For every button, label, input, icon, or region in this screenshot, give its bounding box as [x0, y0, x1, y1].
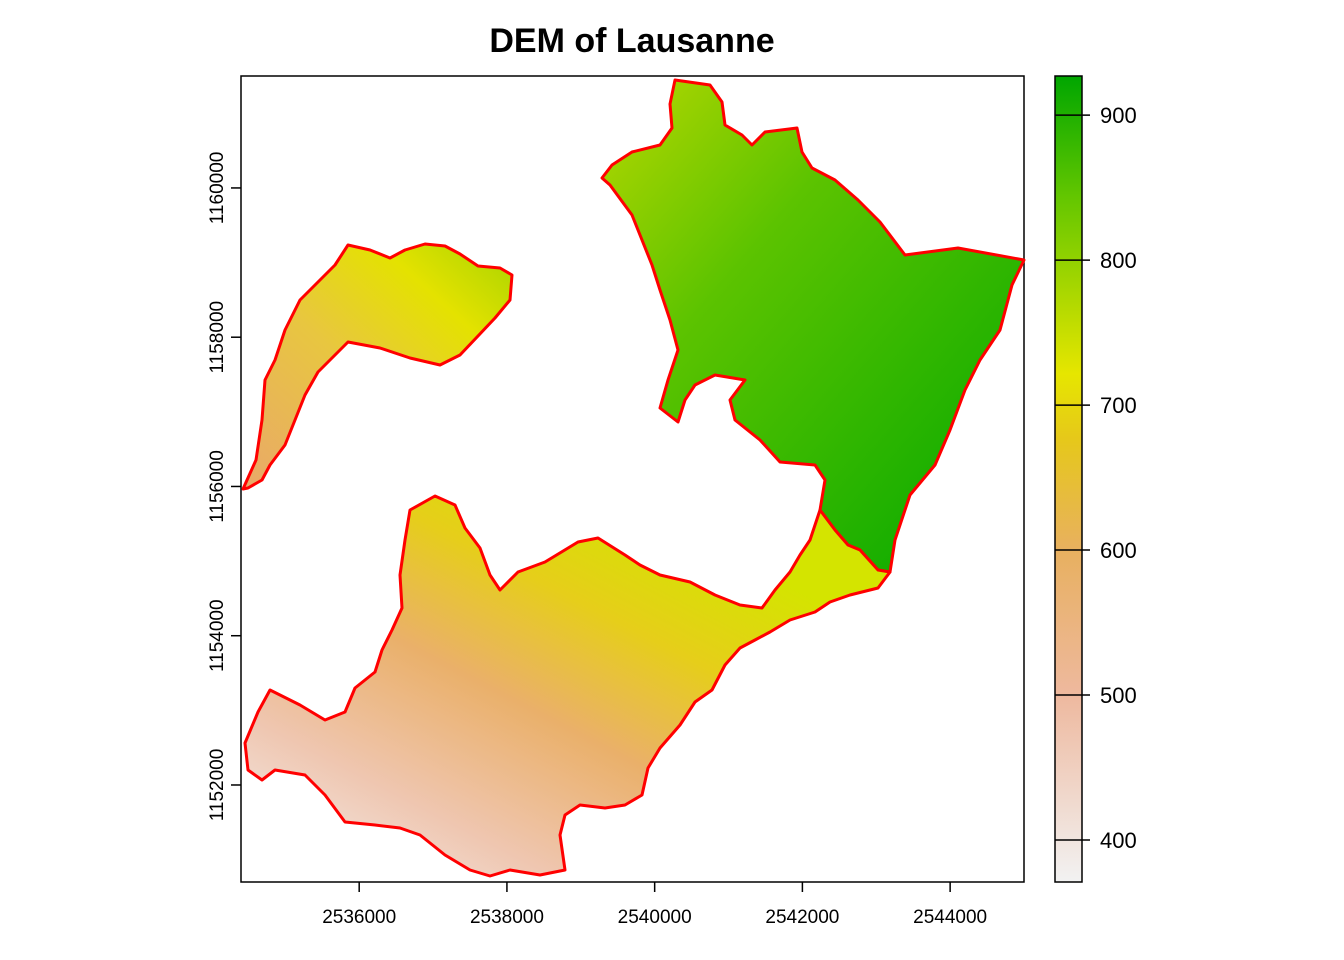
legend-label: 900 — [1100, 103, 1137, 128]
y-tick-label: 1156000 — [207, 450, 228, 523]
legend-colorbar — [1054, 75, 1083, 883]
legend-label: 600 — [1100, 538, 1137, 563]
plot-frame — [240, 75, 1025, 883]
region-northwest — [241, 242, 514, 491]
legend-label: 400 — [1100, 828, 1137, 853]
legend-label: 800 — [1100, 248, 1137, 273]
legend-label: 700 — [1100, 393, 1137, 418]
x-axis: 2536000 2538000 2540000 2542000 2544000 — [322, 882, 987, 928]
x-tick-label: 2540000 — [618, 907, 692, 928]
y-axis: 1152000 1154000 1156000 1158000 1160000 — [207, 152, 241, 822]
y-tick-label: 1158000 — [207, 301, 228, 374]
x-tick-label: 2544000 — [913, 907, 987, 928]
x-tick-label: 2542000 — [765, 907, 839, 928]
legend-label: 500 — [1100, 683, 1137, 708]
y-tick-label: 1154000 — [207, 599, 228, 672]
region-northeast — [600, 78, 1026, 574]
region-south — [243, 494, 892, 878]
x-tick-label: 2538000 — [470, 907, 544, 928]
y-tick-label: 1152000 — [207, 749, 228, 822]
x-tick-label: 2536000 — [322, 907, 396, 928]
y-tick-label: 1160000 — [207, 152, 228, 225]
map-title: DEM of Lausanne — [489, 22, 775, 60]
elevation-legend: 400 500 600 700 800 900 — [1054, 75, 1137, 883]
